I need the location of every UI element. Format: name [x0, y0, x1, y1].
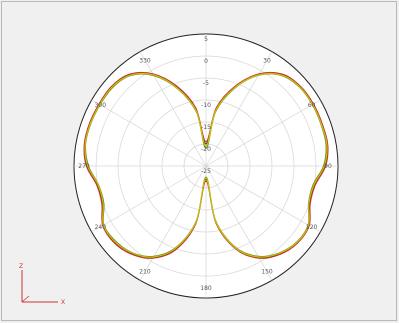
grid-spoke — [205, 99, 321, 167]
grid-spoke — [139, 51, 207, 167]
x-axis-label: X — [61, 299, 65, 306]
r-tick-label: -20 — [201, 146, 211, 153]
r-tick-label: -25 — [201, 168, 211, 175]
axis-indicator: Z X — [19, 263, 65, 306]
theta-tick-label: 120 — [306, 224, 318, 231]
polar-grid — [73, 33, 339, 299]
theta-tick-label: 30 — [263, 57, 271, 64]
theta-tick-label: 330 — [139, 57, 151, 64]
r-tick-label: -5 — [203, 80, 209, 87]
grid-spoke — [139, 165, 207, 281]
grid-spoke — [91, 99, 207, 167]
r-tick-label: -15 — [201, 124, 211, 131]
grid-spoke — [205, 165, 321, 233]
series-line — [84, 73, 328, 258]
grid-spoke — [205, 165, 273, 281]
grid-spoke — [205, 51, 273, 167]
theta-tick-label: 150 — [261, 269, 273, 276]
theta-tick-label: 270 — [78, 163, 90, 170]
theta-tick-label: 300 — [95, 102, 107, 109]
r-tick-label: 5 — [204, 36, 208, 43]
axis-diagonal — [21, 295, 30, 303]
z-axis-label: Z — [19, 263, 23, 270]
theta-tick-label: 210 — [139, 269, 151, 276]
grid-spoke — [91, 165, 207, 233]
series-line — [83, 71, 329, 259]
series-layer — [83, 71, 329, 259]
r-tick-label: 0 — [204, 58, 208, 65]
theta-tick-label: 60 — [308, 102, 316, 109]
label-layer: 5 0 -5 -10 -15 -20 -25 30 60 90 120 150 180 210 240 270… — [78, 36, 332, 292]
theta-tick-label: 180 — [200, 285, 212, 292]
theta-tick-label: 90 — [324, 163, 332, 170]
r-tick-label: -10 — [201, 102, 211, 109]
theta-tick-label: 240 — [95, 224, 107, 231]
